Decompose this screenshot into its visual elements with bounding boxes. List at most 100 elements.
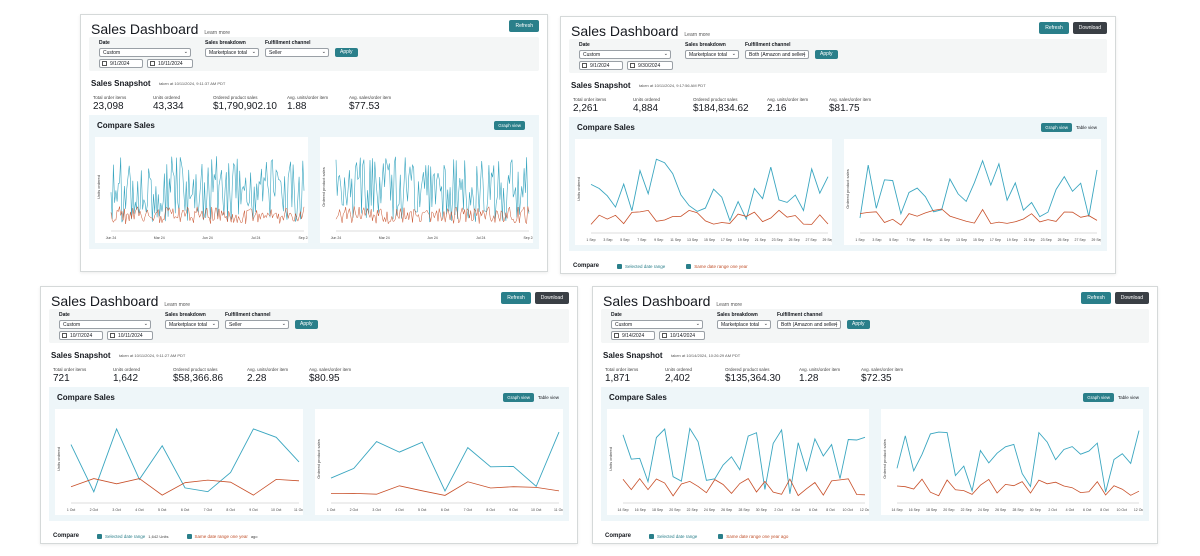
download-button[interactable]: Download [534, 292, 569, 304]
date-range-value: Custom [615, 322, 633, 328]
panel-header: Sales Dashboard Learn more [571, 23, 710, 39]
metric-label: Avg. units/order item [247, 367, 289, 372]
x-tick-label: 20 Sep [669, 508, 680, 512]
sales-breakdown-select[interactable]: Marketplace total ⌄ [205, 48, 259, 57]
x-tick-label: 6 Oct [441, 508, 449, 512]
snapshot-timestamp: taken at 10/14/2024, 10:26:29 AM PDT [671, 353, 741, 358]
breakdown-label: Sales breakdown [165, 312, 206, 318]
apply-button[interactable]: Apply [815, 50, 838, 59]
x-tick-label: 10 Oct [271, 508, 281, 512]
snapshot-timestamp: taken at 10/11/2024, 9:11:27 AM PDT [119, 353, 186, 358]
refresh-button[interactable]: Refresh [1081, 292, 1111, 304]
compare-sales-title: Compare Sales [577, 123, 635, 132]
table-view-button[interactable]: Table view [1075, 125, 1097, 130]
x-tick-label: 27 Sep [1075, 238, 1086, 242]
x-tick-label: 28 Sep [738, 508, 749, 512]
end-date-field[interactable]: 10/11/2024 [147, 59, 193, 68]
page-title: Sales Dashboard [51, 293, 159, 309]
x-tick-label: 10 Oct [1117, 508, 1127, 512]
fulfillment-channel-select[interactable]: Seller ⌄ [265, 48, 329, 57]
table-view-button[interactable]: Table view [537, 395, 559, 400]
refresh-button[interactable]: Refresh [509, 20, 539, 32]
x-tick-label: 6 Oct [1083, 508, 1091, 512]
series-selected-range-line [896, 430, 1140, 493]
end-date-field[interactable]: 10/14/2024 [659, 331, 705, 340]
x-tick-label: 8 Oct [826, 508, 834, 512]
date-range-select[interactable]: Custom ⌄ [59, 320, 151, 329]
same-range-last-year-toggle[interactable]: Same date range one year ago [718, 533, 791, 539]
learn-more-link[interactable]: Learn more [684, 32, 710, 38]
same-range-last-year-toggle[interactable]: Same date range one year [686, 263, 750, 269]
metric-value: $184,834.62 [693, 103, 749, 114]
fulfillment-channel-select[interactable]: Both (Amazon and seller) ⌄ [777, 320, 841, 329]
date-label: Date [611, 312, 622, 318]
fulfillment-channel-select[interactable]: Both (Amazon and seller) ⌄ [745, 50, 809, 59]
x-tick-label: 3 Sep [872, 238, 881, 242]
sales-breakdown-select[interactable]: Marketplace total ⌄ [165, 320, 219, 329]
selected-range-toggle[interactable]: Selected date range [649, 533, 700, 539]
learn-more-link[interactable]: Learn more [204, 30, 230, 36]
apply-button[interactable]: Apply [335, 48, 358, 57]
end-date-field[interactable]: 9/30/2024 [627, 61, 673, 70]
x-tick-label: 16 Sep [909, 508, 920, 512]
learn-more-link[interactable]: Learn more [164, 302, 190, 308]
x-tick-label: 1 Oct [67, 508, 75, 512]
refresh-button[interactable]: Refresh [501, 292, 531, 304]
x-tick-label: 21 Sep [755, 238, 766, 242]
apply-button[interactable]: Apply [295, 320, 318, 329]
x-tick-label: 5 Oct [158, 508, 166, 512]
selected-range-toggle[interactable]: Selected date range 1,642 Units [97, 533, 169, 539]
x-tick-label: 25 Sep [789, 238, 800, 242]
same-range-last-year-toggle[interactable]: Same date range one year ago [186, 533, 258, 539]
download-button[interactable]: Download [1072, 22, 1107, 34]
sales-breakdown-value: Marketplace total [209, 50, 248, 56]
fulfillment-channel-select[interactable]: Seller ⌄ [225, 320, 289, 329]
graph-view-button[interactable]: Graph view [1041, 123, 1072, 132]
dashboard-panel-bottom-right: Sales Dashboard Learn more Refresh Downl… [592, 286, 1158, 544]
table-view-button[interactable]: Table view [1117, 395, 1139, 400]
sales-breakdown-select[interactable]: Marketplace total ⌄ [685, 50, 739, 59]
x-tick-label: 2 Oct [350, 508, 358, 512]
start-date-field[interactable]: 9/1/2024 [579, 61, 623, 70]
graph-view-button[interactable]: Graph view [503, 393, 534, 402]
metric-label: Total order items [605, 367, 639, 372]
filter-bar: Date Custom ⌄ 9/14/2024 10/14/2024 Sales… [601, 309, 1149, 343]
x-tick-label: 1 Sep [855, 238, 864, 242]
metric-units-ordered: Units ordered 43,334 [153, 95, 184, 112]
metric-label: Ordered product sales [213, 95, 258, 100]
view-toggle: Graph view Table view [1083, 393, 1143, 402]
header-actions: Refresh Download [1081, 292, 1149, 304]
compare-sales-section: Compare Sales Graph view Units ordered Ju… [89, 115, 539, 249]
graph-view-button[interactable]: Graph view [494, 121, 525, 130]
dashboard-panel-top-right: Sales Dashboard Learn more Refresh Downl… [560, 16, 1116, 274]
checkbox-checked-icon [186, 533, 192, 539]
end-date-value: 10/14/2024 [670, 333, 696, 339]
download-button[interactable]: Download [1114, 292, 1149, 304]
compare-sales-title: Compare Sales [97, 121, 155, 130]
selected-range-toggle[interactable]: Selected date range [617, 263, 668, 269]
start-date-field[interactable]: 9/1/2024 [99, 59, 143, 68]
metric-units-ordered: Units ordered 2,402 [665, 367, 692, 384]
y-axis-label: Ordered product sales [845, 169, 850, 209]
date-range-select[interactable]: Custom ⌄ [99, 48, 191, 57]
start-date-field[interactable]: 10/7/2024 [59, 331, 103, 340]
sales-breakdown-value: Marketplace total [689, 52, 728, 58]
x-tick-label: 13 Sep [687, 238, 698, 242]
table-view-button[interactable] [525, 121, 533, 130]
refresh-button[interactable]: Refresh [1039, 22, 1069, 34]
metric-total-order-items: Total order items 1,871 [605, 367, 638, 384]
end-date-field[interactable]: 10/11/2024 [107, 331, 153, 340]
start-date-field[interactable]: 9/14/2024 [611, 331, 655, 340]
metric-avg-sales: Avg. sales/order item $81.75 [829, 97, 871, 114]
date-range-select[interactable]: Custom ⌄ [579, 50, 671, 59]
header-actions: Refresh [509, 20, 539, 32]
sales-breakdown-select[interactable]: Marketplace total ⌄ [717, 320, 771, 329]
line-chart-svg: Units ordered Jun 24 Mar 24 Jun 24 Jul 24 Sep… [96, 156, 308, 240]
apply-button[interactable]: Apply [847, 320, 870, 329]
date-range-select[interactable]: Custom ⌄ [611, 320, 703, 329]
metric-ordered-product-sales: Ordered product sales $58,366.86 [173, 367, 223, 384]
learn-more-link[interactable]: Learn more [716, 302, 742, 308]
x-tick-label: 17 Sep [990, 238, 1001, 242]
series-selected-range-line [622, 427, 866, 494]
graph-view-button[interactable]: Graph view [1083, 393, 1114, 402]
